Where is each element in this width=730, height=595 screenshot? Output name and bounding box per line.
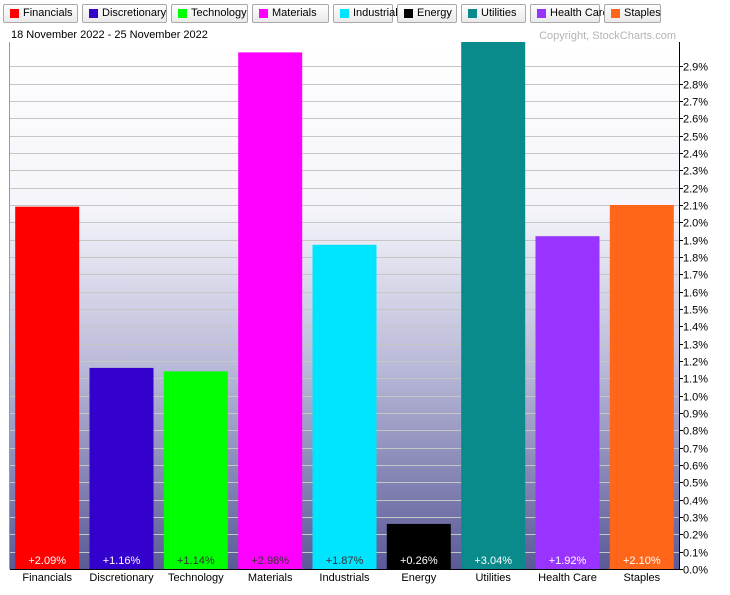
legend-swatch	[259, 9, 268, 18]
legend-item-industrials[interactable]: Industrials	[333, 4, 403, 23]
y-tick-label: 0.5%	[683, 478, 708, 490]
bar-discretionary	[89, 367, 154, 569]
y-tick-label: 1.4%	[683, 322, 708, 334]
y-tick-label: 1.7%	[683, 270, 708, 282]
data-labels: +2.09% +1.16% +1.14% +2.98% +1.87% +0.26% +3.0…	[28, 555, 660, 567]
legend-item-staples[interactable]: Staples	[604, 4, 661, 23]
data-label: +1.16%	[103, 555, 141, 567]
legend-swatch	[537, 9, 546, 18]
y-tick-label: 2.4%	[683, 149, 708, 161]
data-label: +3.04%	[474, 555, 512, 567]
legend-item-discretionary[interactable]: Discretionary	[82, 4, 167, 23]
y-tick-label: 2.2%	[683, 184, 708, 196]
y-tick-label: 2.5%	[683, 132, 708, 144]
y-tick-label: 1.9%	[683, 236, 708, 248]
y-axis-ticks: 0.0% 0.1% 0.2% 0.3% 0.4% 0.5% 0.6% 0.7% 0.8% 0.9%…	[683, 62, 708, 577]
legend-swatch	[611, 9, 620, 18]
legend-swatch	[178, 9, 187, 18]
legend-swatch	[468, 9, 477, 18]
bar-health-care	[535, 236, 600, 569]
legend: Financials Discretionary Technology Materia…	[0, 0, 730, 28]
x-tick-label: Energy	[401, 572, 436, 584]
legend-swatch	[89, 9, 98, 18]
bar-staples	[609, 205, 674, 569]
bars	[15, 42, 674, 570]
legend-item-health-care[interactable]: Health Care	[530, 4, 609, 23]
y-tick-label: 1.3%	[683, 340, 708, 352]
y-tick-label: 0.0%	[683, 565, 708, 577]
x-tick-label: Health Care	[538, 572, 597, 584]
legend-swatch	[340, 9, 349, 18]
y-tick-label: 0.2%	[683, 530, 708, 542]
y-tick-label: 0.3%	[683, 513, 708, 525]
bar-energy	[386, 523, 451, 569]
data-label: +1.92%	[549, 555, 587, 567]
x-tick-label: Industrials	[319, 572, 370, 584]
legend-item-financials[interactable]: Financials	[3, 4, 78, 23]
bar-industrials	[312, 244, 377, 570]
y-tick-label: 0.8%	[683, 426, 708, 438]
legend-label: Staples	[624, 7, 661, 19]
data-label: +1.14%	[177, 555, 215, 567]
legend-label: Energy	[417, 7, 452, 19]
x-axis-labels: Financials Discretionary Technology Materia…	[22, 572, 660, 584]
data-label: +2.98%	[251, 555, 289, 567]
x-tick-label: Utilities	[475, 572, 511, 584]
y-tick-label: 2.3%	[683, 166, 708, 178]
bar-financials	[15, 206, 80, 569]
legend-label: Materials	[272, 7, 317, 19]
date-range: 18 November 2022 - 25 November 2022	[11, 29, 208, 41]
legend-label: Discretionary	[102, 7, 167, 19]
y-tick-label: 2.6%	[683, 114, 708, 126]
y-tick-label: 2.8%	[683, 80, 708, 92]
bar-technology	[163, 371, 228, 569]
data-label: +2.10%	[623, 555, 661, 567]
legend-item-energy[interactable]: Energy	[397, 4, 457, 23]
x-tick-label: Staples	[623, 572, 660, 584]
y-tick-label: 2.1%	[683, 201, 708, 213]
y-tick-label: 1.1%	[683, 374, 708, 386]
legend-label: Technology	[191, 7, 247, 19]
copyright-notice: Copyright, StockCharts.com	[539, 30, 676, 42]
y-tick-label: 0.6%	[683, 461, 708, 473]
y-tick-label: 0.4%	[683, 496, 708, 508]
data-label: +0.26%	[400, 555, 438, 567]
bar-utilities	[461, 42, 526, 569]
y-tick-label: 1.5%	[683, 305, 708, 317]
y-tick-label: 1.6%	[683, 288, 708, 300]
legend-label: Utilities	[481, 7, 517, 19]
bar-materials	[238, 52, 303, 569]
data-label: +2.09%	[28, 555, 66, 567]
x-tick-label: Materials	[248, 572, 293, 584]
legend-swatch	[10, 9, 19, 18]
y-tick-label: 2.0%	[683, 218, 708, 230]
x-tick-label: Financials	[22, 572, 72, 584]
y-tick-label: 0.1%	[683, 548, 708, 560]
y-tick-label: 1.2%	[683, 357, 708, 369]
legend-label: Financials	[23, 7, 73, 19]
legend-swatch	[404, 9, 413, 18]
y-tick-label: 0.7%	[683, 444, 708, 456]
legend-item-technology[interactable]: Technology	[171, 4, 248, 23]
y-tick-label: 1.8%	[683, 253, 708, 265]
data-label: +1.87%	[326, 555, 364, 567]
legend-item-materials[interactable]: Materials	[252, 4, 329, 23]
y-tick-label: 1.0%	[683, 392, 708, 404]
y-tick-label: 2.7%	[683, 97, 708, 109]
y-tick-label: 0.9%	[683, 409, 708, 421]
legend-item-utilities[interactable]: Utilities	[461, 4, 526, 23]
legend-label: Industrials	[353, 7, 404, 19]
legend-label: Health Care	[550, 7, 609, 19]
y-tick-label: 2.9%	[683, 62, 708, 74]
x-tick-label: Discretionary	[89, 572, 154, 584]
x-tick-label: Technology	[168, 572, 224, 584]
